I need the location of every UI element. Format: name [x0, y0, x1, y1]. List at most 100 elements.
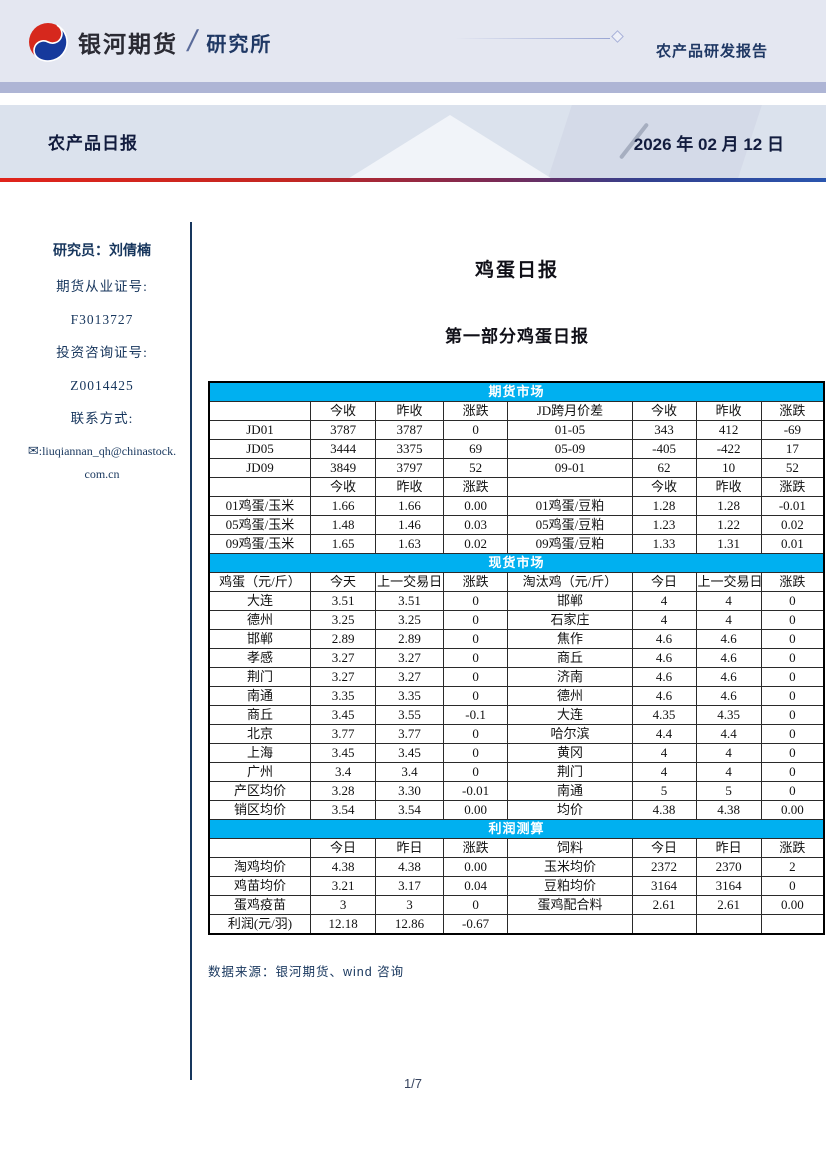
- table-cell: 今收: [309, 401, 377, 421]
- banner-watermark-triangle: [330, 115, 570, 178]
- table-cell: 0: [760, 724, 825, 744]
- table-cell: 邯郸: [507, 591, 633, 611]
- table-cell: 1.33: [631, 534, 697, 554]
- table-cell: 豆粕均价: [507, 876, 633, 896]
- table-cell: 3787: [309, 420, 377, 440]
- table-cell: 涨跌: [442, 401, 509, 421]
- table-cell: 0: [760, 781, 825, 801]
- table-cell: 3787: [375, 420, 444, 440]
- table-cell: 3.4: [309, 762, 377, 782]
- table-cell: 石家庄: [507, 610, 633, 630]
- table-cell: 3444: [309, 439, 377, 459]
- table-cell: 荆门: [507, 762, 633, 782]
- table-cell: 0.00: [442, 496, 509, 516]
- sidebar-credential-line: Z0014425: [70, 378, 134, 393]
- table-cell: 今收: [631, 477, 697, 497]
- table-cell: 4.35: [631, 705, 697, 725]
- table-cell: -422: [695, 439, 762, 459]
- table-cell: 鸡蛋（元/斤）: [208, 572, 311, 592]
- sidebar-credential-line: 联系方式:: [70, 411, 134, 426]
- table-row: 09鸡蛋/玉米 1.65 1.63 0.02 09鸡蛋/豆粕 1.33 1.31 0.01: [208, 534, 825, 554]
- table-cell: 3: [375, 895, 444, 915]
- table-cell: 鸡苗均价: [208, 876, 311, 896]
- table-cell: 0: [442, 895, 509, 915]
- table-cell: 2370: [695, 857, 762, 877]
- table-cell: 1.22: [695, 515, 762, 535]
- section-band-label: 利润测算: [208, 819, 825, 839]
- table-cell: 3.17: [375, 876, 444, 896]
- table-cell: 北京: [208, 724, 311, 744]
- table-cell: 2.61: [631, 895, 697, 915]
- sidebar-credential-line: 投资咨询证号:: [56, 345, 148, 360]
- table-cell: 1.63: [375, 534, 444, 554]
- table-cell: 2372: [631, 857, 697, 877]
- table-cell: 09-01: [507, 458, 633, 478]
- table-cell: 05鸡蛋/玉米: [208, 515, 311, 535]
- accent-divider: [0, 178, 826, 182]
- table-cell: 荆门: [208, 667, 311, 687]
- table-cell: 01-05: [507, 420, 633, 440]
- table-cell: 昨日: [375, 838, 444, 858]
- table-cell: 1.65: [309, 534, 377, 554]
- table-cell: 今日: [631, 572, 697, 592]
- table-cell: 0.01: [760, 534, 825, 554]
- table-cell: 0: [760, 876, 825, 896]
- table-cell: 0.00: [442, 800, 509, 820]
- table-cell: 09鸡蛋/玉米: [208, 534, 311, 554]
- table-cell: 德州: [507, 686, 633, 706]
- table-cell: 01鸡蛋/豆粕: [507, 496, 633, 516]
- table-cell: 均价: [507, 800, 633, 820]
- table-cell: 1.28: [695, 496, 762, 516]
- table-row: 05鸡蛋/玉米 1.48 1.46 0.03 05鸡蛋/豆粕 1.23 1.22 0.02: [208, 515, 825, 535]
- brand-name: 银河期货: [78, 31, 178, 57]
- table-cell: 大连: [507, 705, 633, 725]
- table-cell: 商丘: [208, 705, 311, 725]
- table-cell: 4: [631, 743, 697, 763]
- table-cell: 产区均价: [208, 781, 311, 801]
- table-cell: 343: [631, 420, 697, 440]
- table-cell: 德州: [208, 610, 311, 630]
- header-strip: [0, 82, 826, 93]
- table-cell: 3: [309, 895, 377, 915]
- decorative-line: [455, 30, 624, 43]
- table-cell: -0.67: [442, 914, 509, 935]
- table-cell: 4.6: [631, 667, 697, 687]
- table-cell: 2: [760, 857, 825, 877]
- table-cell: 05-09: [507, 439, 633, 459]
- table-row: 广州 3.4 3.4 0 荆门 4 4 0: [208, 762, 825, 782]
- table-cell: [695, 914, 762, 935]
- title-banner: 农产品日报 2026 年 02 月 12 日: [0, 105, 826, 178]
- table-cell: 4.6: [695, 686, 762, 706]
- table-cell: 昨收: [695, 477, 762, 497]
- table-cell: 3.35: [309, 686, 377, 706]
- table-cell: 3.30: [375, 781, 444, 801]
- table-cell: 4.6: [695, 629, 762, 649]
- email-line[interactable]: ✉:liuqiannan_qh@chinastock.: [22, 442, 182, 460]
- table-cell: JD01: [208, 420, 311, 440]
- table-cell: 0: [760, 762, 825, 782]
- email-address-part2: com.cn: [84, 467, 120, 481]
- table-cell: 09鸡蛋/豆粕: [507, 534, 633, 554]
- table-cell: 0: [442, 591, 509, 611]
- table-cell: 17: [760, 439, 825, 459]
- table-cell: 0.00: [760, 895, 825, 915]
- table-cell: [507, 477, 633, 497]
- table-cell: 3.51: [309, 591, 377, 611]
- section-band: 利润测算: [208, 819, 825, 839]
- table-cell: 3.35: [375, 686, 444, 706]
- table-cell: 1.66: [309, 496, 377, 516]
- table-cell: 4: [631, 762, 697, 782]
- table-cell: 利润(元/羽): [208, 914, 311, 935]
- table-cell: 今收: [309, 477, 377, 497]
- table-cell: 3.21: [309, 876, 377, 896]
- table-cell: 3.28: [309, 781, 377, 801]
- table-cell: 3.55: [375, 705, 444, 725]
- table-row: 淘鸡均价 4.38 4.38 0.00 玉米均价 2372 2370 2: [208, 857, 825, 877]
- main-content: 鸡蛋日报 第一部分鸡蛋日报 期货市场 今收 昨收 涨跌 JD跨月价差 今收 昨收 涨跌 JD01…: [208, 255, 826, 980]
- table-cell: 销区均价: [208, 800, 311, 820]
- credential-lines: 期货从业证号: F3013727 投资咨询证号: Z0014425 联系方式:: [22, 277, 182, 428]
- table-cell: 焦作: [507, 629, 633, 649]
- table-cell: 1.66: [375, 496, 444, 516]
- table-cell: 3164: [695, 876, 762, 896]
- banner-title: 农产品日报: [48, 134, 138, 153]
